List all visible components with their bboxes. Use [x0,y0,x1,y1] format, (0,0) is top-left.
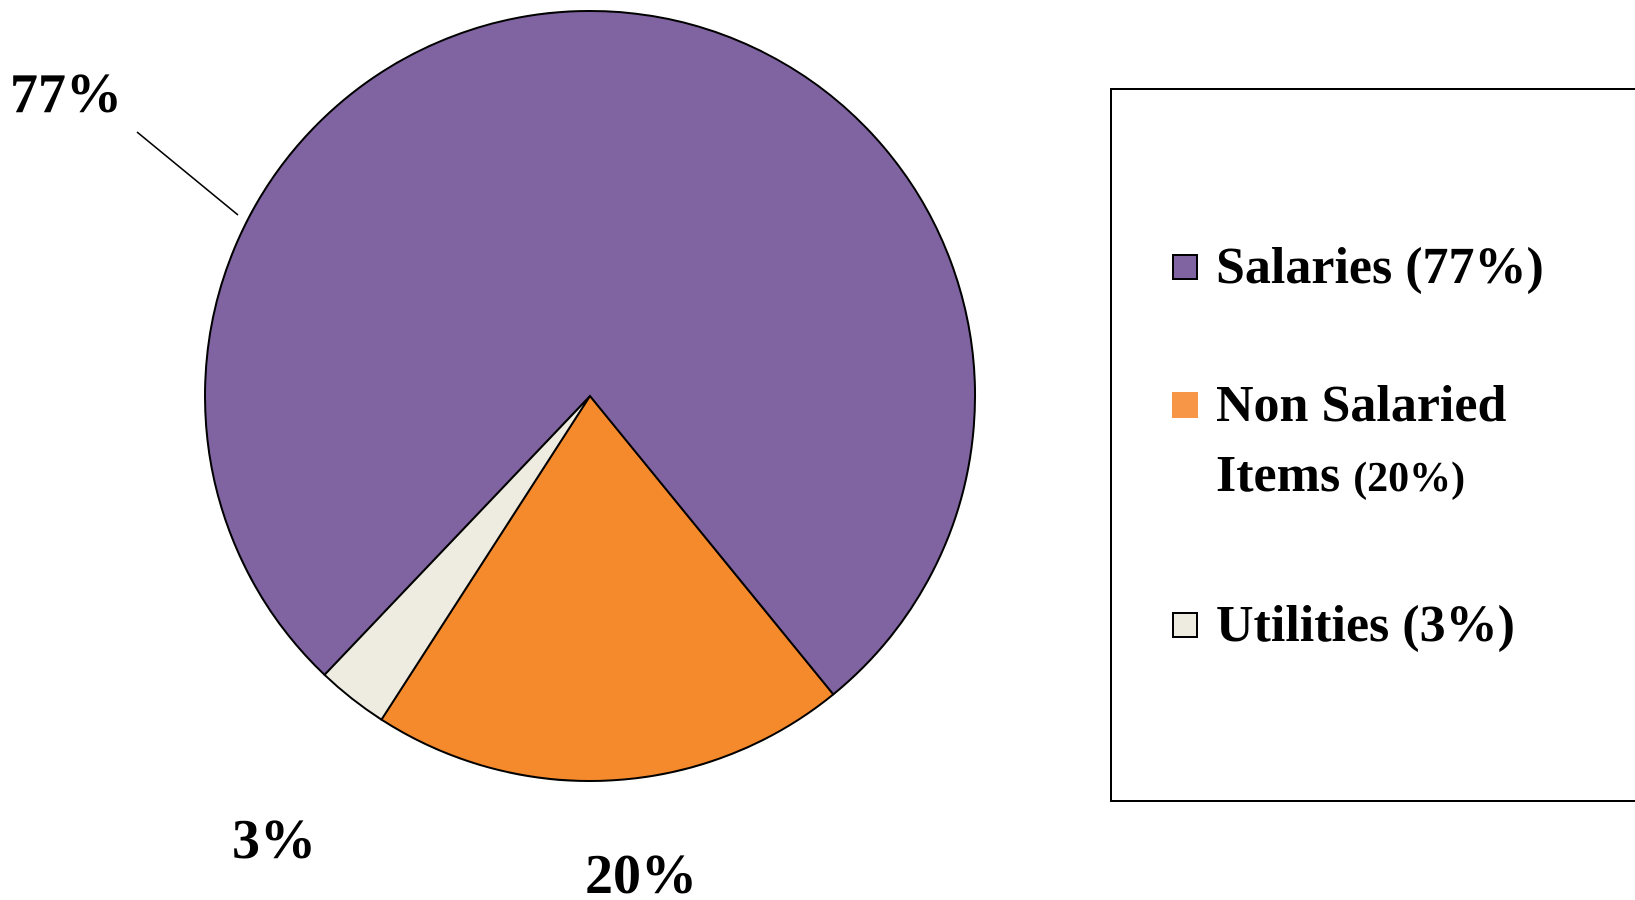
legend-swatch-salaries [1172,254,1198,280]
legend-item-salaries: Salaries (77%) [1172,232,1544,302]
legend-label-non-salaried: Non Salaried Items (20%) [1216,370,1506,513]
salaries-leader-line [136,131,239,216]
data-label-salaries: 77% [10,63,122,125]
legend-label-non-salaried-line2: Items (20%) [1216,446,1466,503]
legend-label-non-salaried-pct: (20%) [1353,455,1466,501]
legend-label-salaries: Salaries (77%) [1216,238,1544,295]
data-label-non-salaried: 20% [585,844,697,900]
legend-item-non-salaried: Non Salaried Items (20%) [1172,370,1506,513]
legend-label-utilities: Utilities (3%) [1216,596,1515,653]
pie-slices [204,10,976,782]
legend-item-utilities: Utilities (3%) [1172,590,1515,660]
legend-swatch-utilities [1172,612,1198,638]
pie-slice-salaries [204,10,976,696]
pie-slice-non-salaried [380,394,835,782]
data-label-utilities: 3% [232,809,316,871]
legend: Salaries (77%) Non Salaried Items (20%) … [1110,88,1635,802]
legend-label-non-salaried-line1: Non Salaried [1216,376,1507,433]
legend-swatch-non-salaried [1172,392,1198,418]
